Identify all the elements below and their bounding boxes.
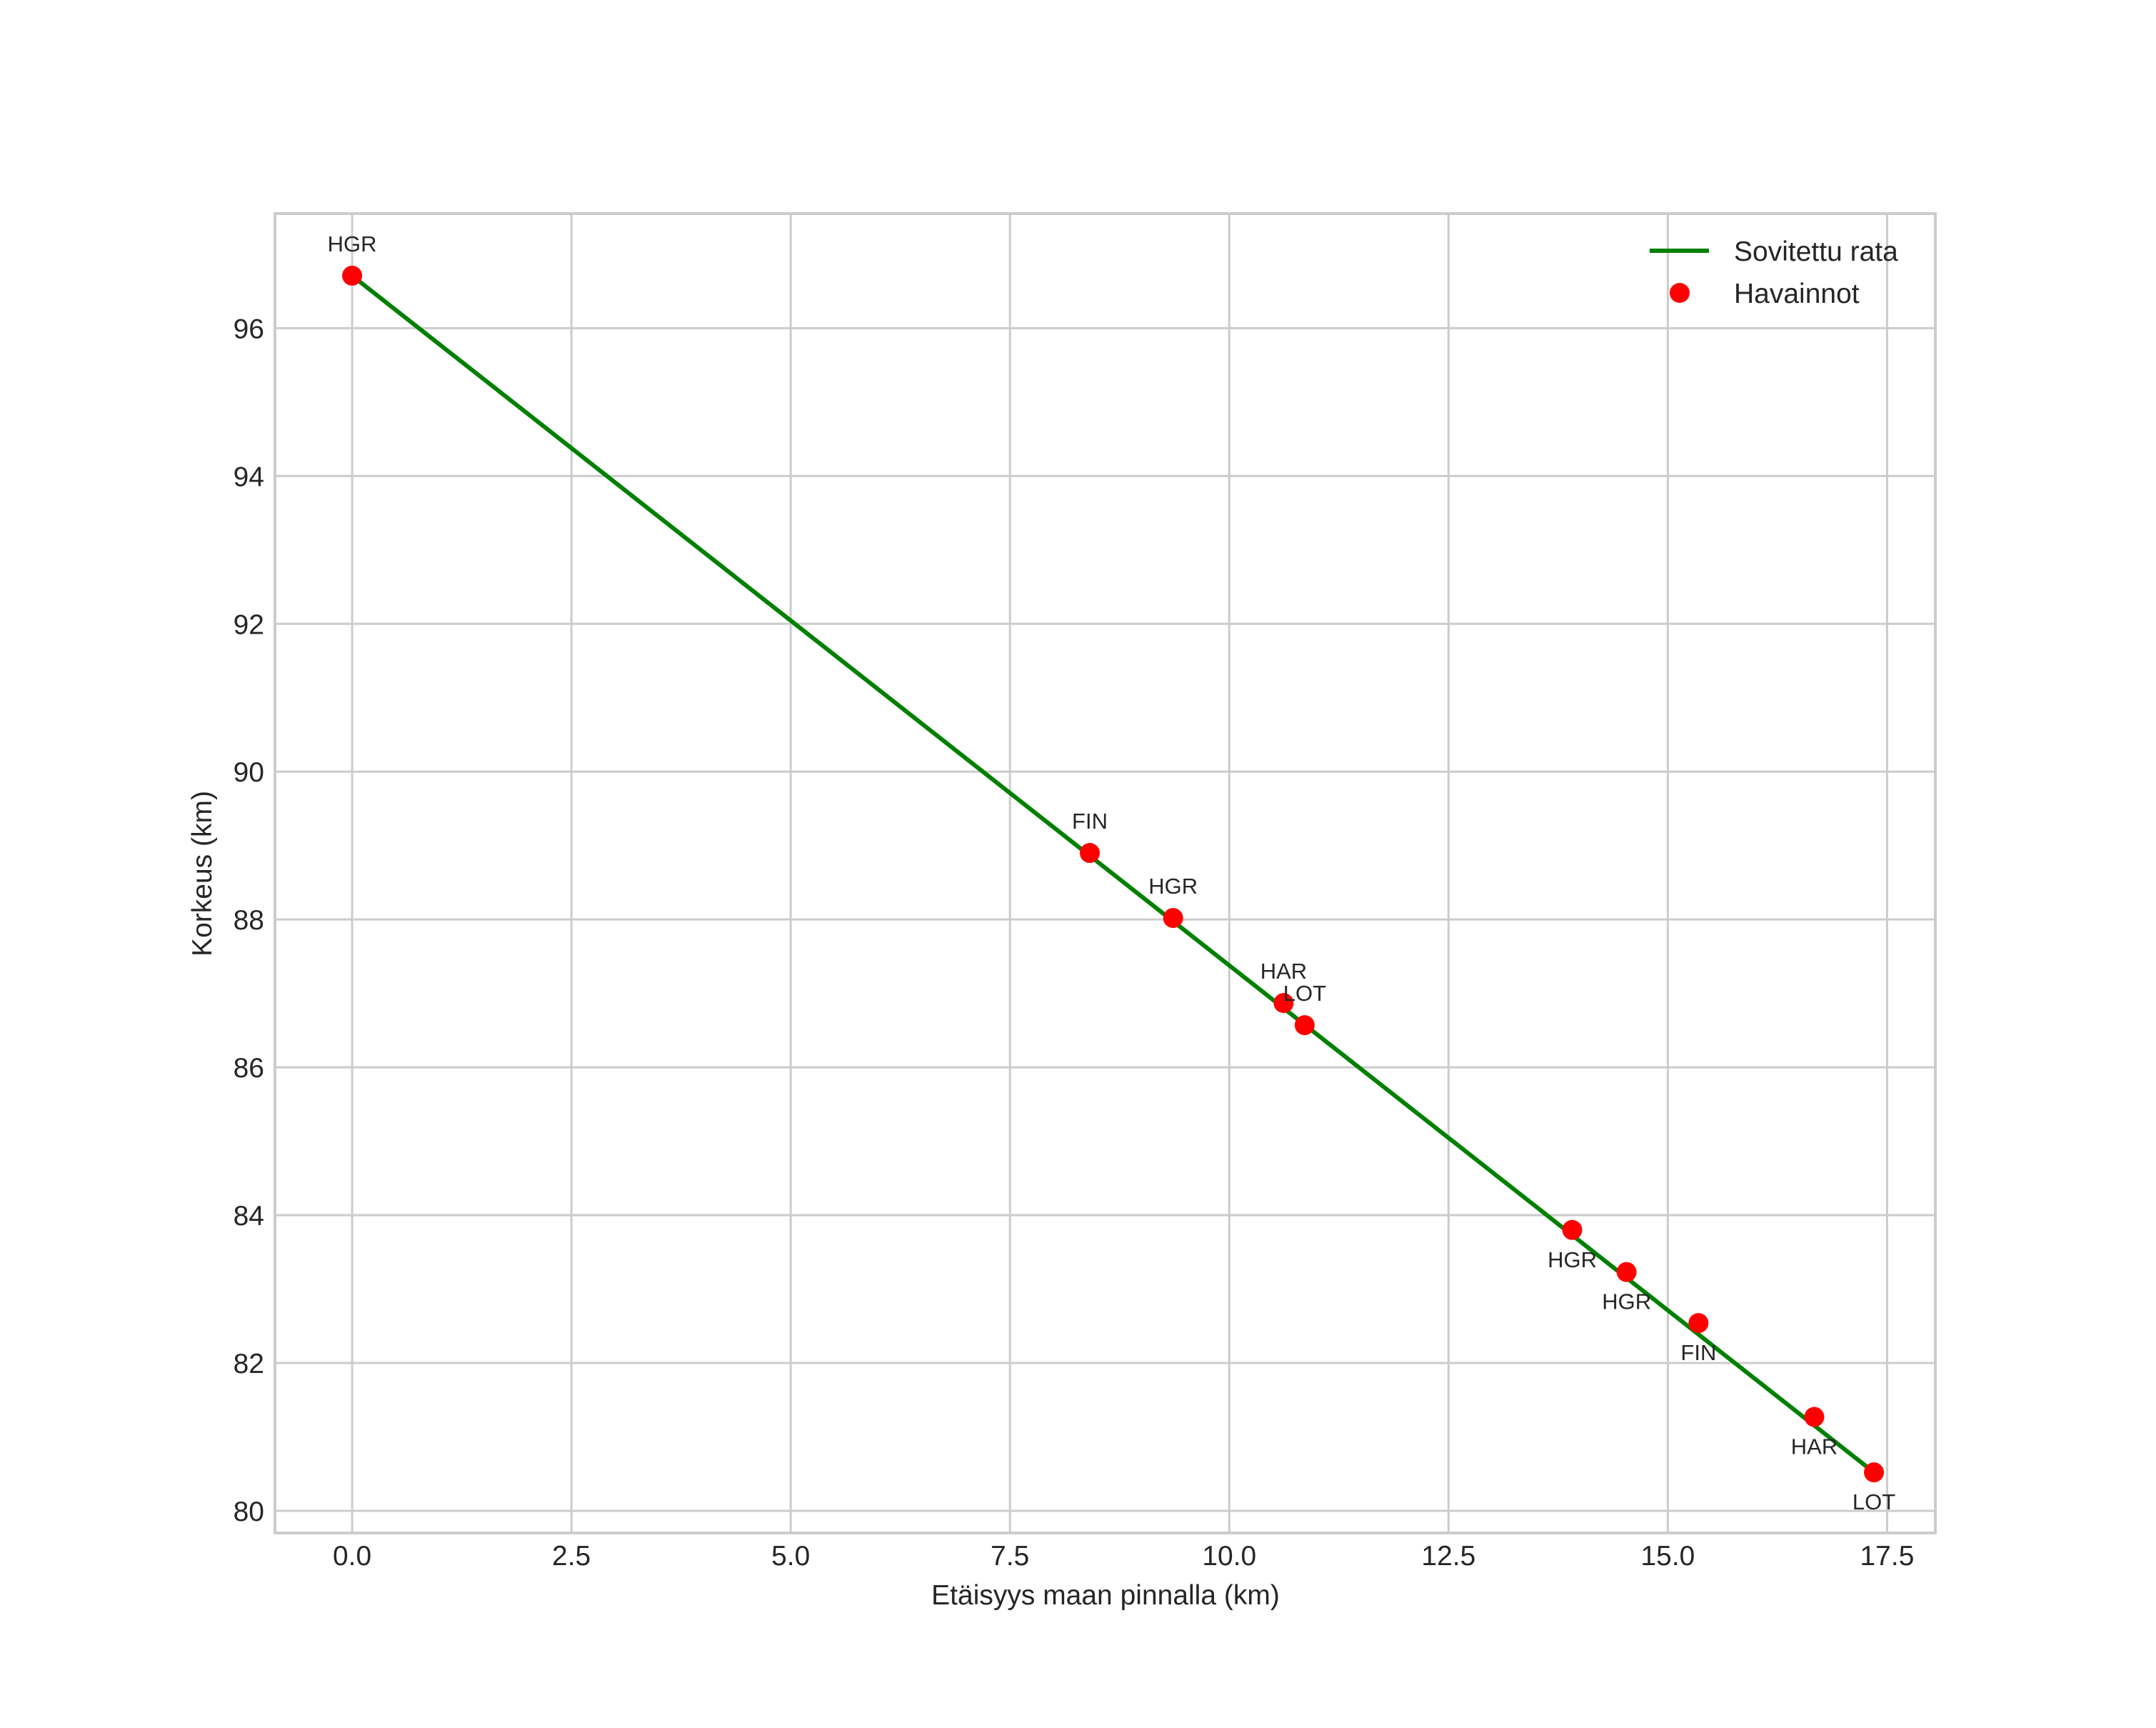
station-label: FIN — [1072, 809, 1108, 834]
station-label: HGR — [1548, 1247, 1597, 1272]
x-tick-label: 2.5 — [552, 1541, 591, 1572]
observation-point — [1080, 843, 1100, 864]
x-tick-label: 7.5 — [991, 1541, 1029, 1572]
station-label: HAR — [1260, 959, 1307, 984]
x-tick-labels: 0.0 2.5 5.0 7.5 10.0 12.5 15.0 17.5 — [333, 1541, 1914, 1572]
y-tick-label: 86 — [234, 1053, 264, 1084]
y-tick-label: 94 — [234, 461, 264, 492]
y-tick-label: 82 — [234, 1349, 264, 1379]
observation-point — [1294, 1015, 1315, 1036]
x-tick-label: 17.5 — [1860, 1541, 1914, 1572]
station-label: LOT — [1283, 981, 1326, 1006]
observation-point — [342, 265, 363, 286]
observation-point — [1688, 1313, 1709, 1334]
x-tick-label: 10.0 — [1202, 1541, 1256, 1572]
y-axis-label: Korkeus (km) — [187, 791, 218, 957]
y-tick-labels: 80 82 84 86 88 90 92 94 96 — [234, 314, 264, 1527]
observation-point — [1864, 1462, 1885, 1483]
legend-label-observations: Havainnot — [1734, 279, 1860, 309]
y-tick-label: 80 — [234, 1497, 264, 1527]
y-tick-label: 88 — [234, 905, 264, 936]
y-tick-label: 90 — [234, 757, 264, 788]
station-label: HGR — [328, 231, 377, 256]
legend-label-fit: Sovitettu rata — [1734, 236, 1898, 267]
observation-point — [1804, 1407, 1825, 1427]
observation-point — [1562, 1219, 1583, 1240]
observation-point — [1163, 908, 1183, 929]
observation-point — [1273, 993, 1294, 1014]
grid — [275, 214, 1935, 1533]
x-axis-label: Etäisyys maan pinnalla (km) — [931, 1580, 1280, 1611]
x-tick-label: 5.0 — [771, 1541, 810, 1572]
station-label: HGR — [1602, 1289, 1651, 1314]
station-label: HGR — [1148, 874, 1198, 899]
station-label: LOT — [1852, 1489, 1895, 1514]
y-tick-label: 92 — [234, 609, 264, 640]
y-tick-label: 96 — [234, 314, 264, 344]
x-tick-label: 12.5 — [1421, 1541, 1475, 1572]
observation-point — [1616, 1262, 1637, 1282]
y-tick-label: 84 — [234, 1201, 264, 1232]
x-tick-label: 0.0 — [333, 1541, 371, 1572]
x-tick-label: 15.0 — [1640, 1541, 1695, 1572]
station-label: HAR — [1791, 1434, 1837, 1459]
legend-dot-icon — [1670, 283, 1690, 303]
legend: Sovitettu rata Havainnot — [1650, 236, 1898, 309]
plot-series — [342, 265, 1885, 1483]
plot-frame — [274, 212, 1937, 1534]
station-label: FIN — [1680, 1340, 1716, 1365]
